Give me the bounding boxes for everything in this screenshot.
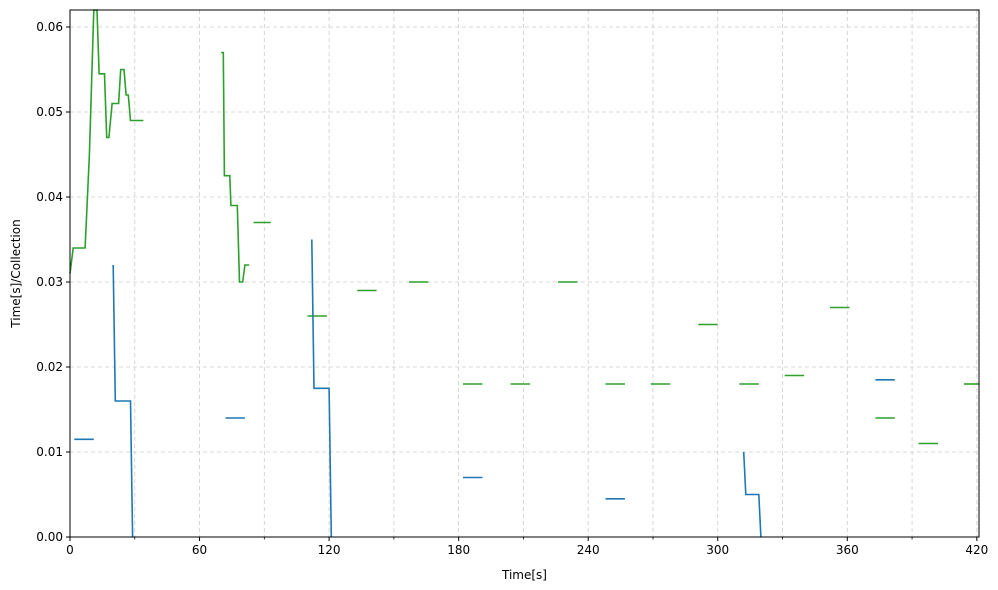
x-tick-label: 180 <box>447 543 470 557</box>
series-1-segment <box>69 9 144 274</box>
plot-frame <box>69 9 980 538</box>
x-tick-label: 360 <box>836 543 859 557</box>
grid <box>69 10 979 538</box>
y-tick-label: 0.05 <box>36 105 63 119</box>
series-2-segment <box>311 239 333 538</box>
series-layer <box>69 9 979 538</box>
y-tick-label: 0.01 <box>36 445 63 459</box>
x-tick-label: 120 <box>318 543 341 557</box>
series-1-segment <box>221 51 250 283</box>
ticks: 0 60 120 180 240 300 360 420 0.00 0.01 0.02 0.03 0.0… <box>36 20 988 557</box>
series-2-segment <box>742 451 762 538</box>
y-tick-label: 0.04 <box>36 190 63 204</box>
y-axis-label: Time[s]/Collection <box>9 219 23 328</box>
x-tick-label: 300 <box>706 543 729 557</box>
x-axis-label: Time[s] <box>501 568 547 582</box>
y-tick-label: 0.03 <box>36 275 63 289</box>
y-tick-label: 0.06 <box>36 20 63 34</box>
series-2-segment <box>112 264 134 538</box>
x-tick-label: 240 <box>577 543 600 557</box>
x-tick-label: 420 <box>965 543 988 557</box>
y-tick-label: 0.02 <box>36 360 63 374</box>
y-tick-label: 0.00 <box>36 530 63 544</box>
x-tick-label: 60 <box>192 543 207 557</box>
x-tick-label: 0 <box>66 543 74 557</box>
